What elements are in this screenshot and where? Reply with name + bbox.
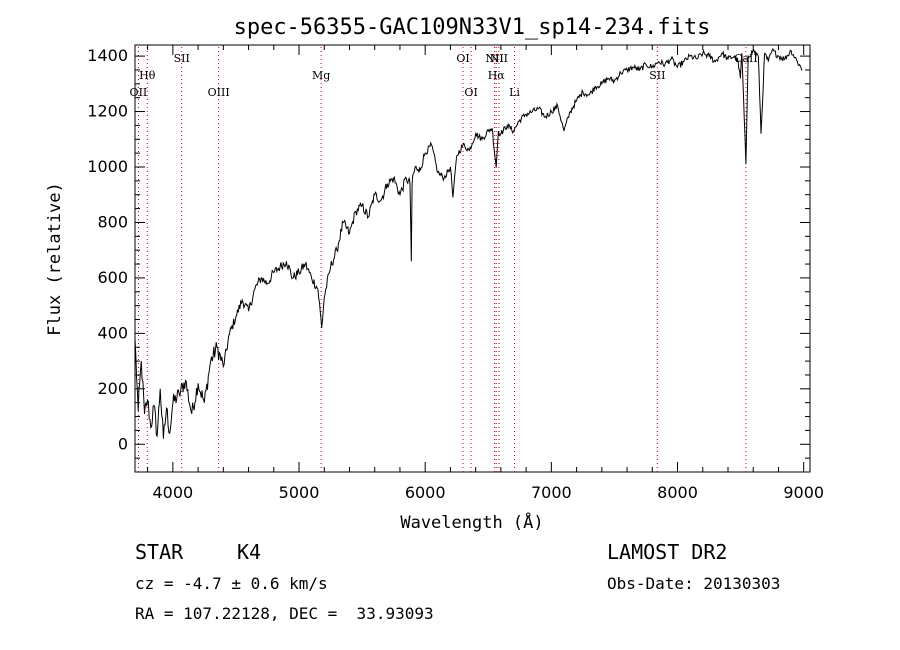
y-tick-label: 1200 — [87, 102, 128, 121]
line-label: Hθ — [139, 69, 156, 82]
y-tick-label: 0 — [118, 434, 128, 453]
y-tick-label: 1400 — [87, 46, 128, 65]
y-axis-label: Flux (relative) — [45, 182, 65, 336]
spectrum-line — [134, 47, 803, 439]
line-label: NII — [490, 52, 508, 65]
y-tick-label: 600 — [97, 268, 128, 287]
y-tick-label: 800 — [97, 212, 128, 231]
line-label: Mg — [312, 69, 330, 82]
x-tick-label: 5000 — [279, 483, 320, 502]
object-subclass: K4 — [237, 540, 262, 564]
line-label: SII — [649, 69, 665, 82]
object-class: STAR — [135, 540, 184, 564]
line-label: OI — [464, 86, 477, 99]
chart-title: spec-56355-GAC109N33V1_sp14-234.fits — [234, 15, 711, 40]
x-tick-label: 6000 — [405, 483, 446, 502]
observation-date: Obs-Date: 20130303 — [607, 574, 781, 593]
line-label: OII — [130, 86, 148, 99]
line-label: NII — [485, 52, 503, 65]
y-tick-label: 1000 — [87, 157, 128, 176]
line-label: OIII — [208, 86, 230, 99]
line-markers — [137, 47, 747, 472]
x-tick-label: 9000 — [783, 483, 824, 502]
plot-frame — [134, 44, 811, 473]
x-tick-label: 4000 — [152, 483, 193, 502]
spectrum-series — [134, 47, 803, 439]
line-label: Li — [509, 86, 520, 99]
line-labels: OII Hθ SII OIII Mg OI OI NII Hα NII Li SII CaII — [130, 52, 758, 99]
survey-name: LAMOST DR2 — [607, 540, 728, 564]
line-label: SII — [174, 52, 190, 65]
x-tick-label: 8000 — [657, 483, 698, 502]
axes: 4000 5000 6000 7000 8000 9000 0 200 400 600 800 100… — [87, 45, 824, 502]
x-tick-label: 7000 — [531, 483, 572, 502]
redshift-velocity: cz = -4.7 ± 0.6 km/s — [135, 574, 328, 593]
line-label: Hα — [488, 69, 506, 82]
y-tick-label: 400 — [97, 323, 128, 342]
y-tick-label: 200 — [97, 379, 128, 398]
line-label: OI — [456, 52, 469, 65]
line-label: CaII — [734, 52, 758, 65]
coordinates: RA = 107.22128, DEC = 33.93093 — [135, 604, 434, 623]
x-axis-label: Wavelength (Å) — [400, 511, 543, 533]
